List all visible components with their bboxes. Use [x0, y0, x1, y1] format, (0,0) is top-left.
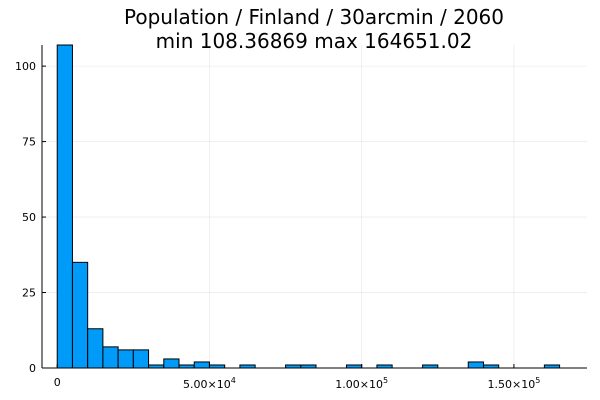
grid-lines [42, 45, 587, 369]
histogram-bar-27 [467, 361, 484, 369]
y-tick-label-2: 50 [22, 211, 36, 224]
y-tick-label-0: 0 [29, 362, 36, 375]
x-tick-label-3: 1.50×105 [488, 376, 541, 391]
x-tick-label-0: 0 [54, 376, 61, 389]
chart-subtitle: min 108.36869 max 164651.02 [156, 29, 473, 53]
tick-labels: 0 25 50 75 100 0 5.00×104 1.00×105 1.50×105 [15, 60, 540, 391]
histogram-bar-0 [56, 44, 73, 369]
x-tick-label-2: 1.00×105 [335, 376, 388, 391]
histogram-bar-2 [87, 328, 104, 369]
x-tick-label-1: 5.00×104 [183, 376, 236, 391]
histogram-bar-7 [163, 358, 180, 369]
y-tick-label-3: 75 [22, 136, 36, 149]
chart-title: Population / Finland / 30arcmin / 2060 [124, 5, 504, 29]
histogram-bar-1 [71, 261, 89, 369]
histogram-bars [56, 44, 561, 369]
histogram-bar-4 [117, 349, 134, 369]
histogram-bar-9 [193, 361, 210, 369]
histogram-bar-5 [132, 349, 150, 369]
y-tick-label-1: 25 [22, 287, 36, 300]
y-tick-label-4: 100 [15, 60, 36, 73]
histogram-bar-3 [102, 346, 119, 369]
axes [41, 45, 587, 369]
